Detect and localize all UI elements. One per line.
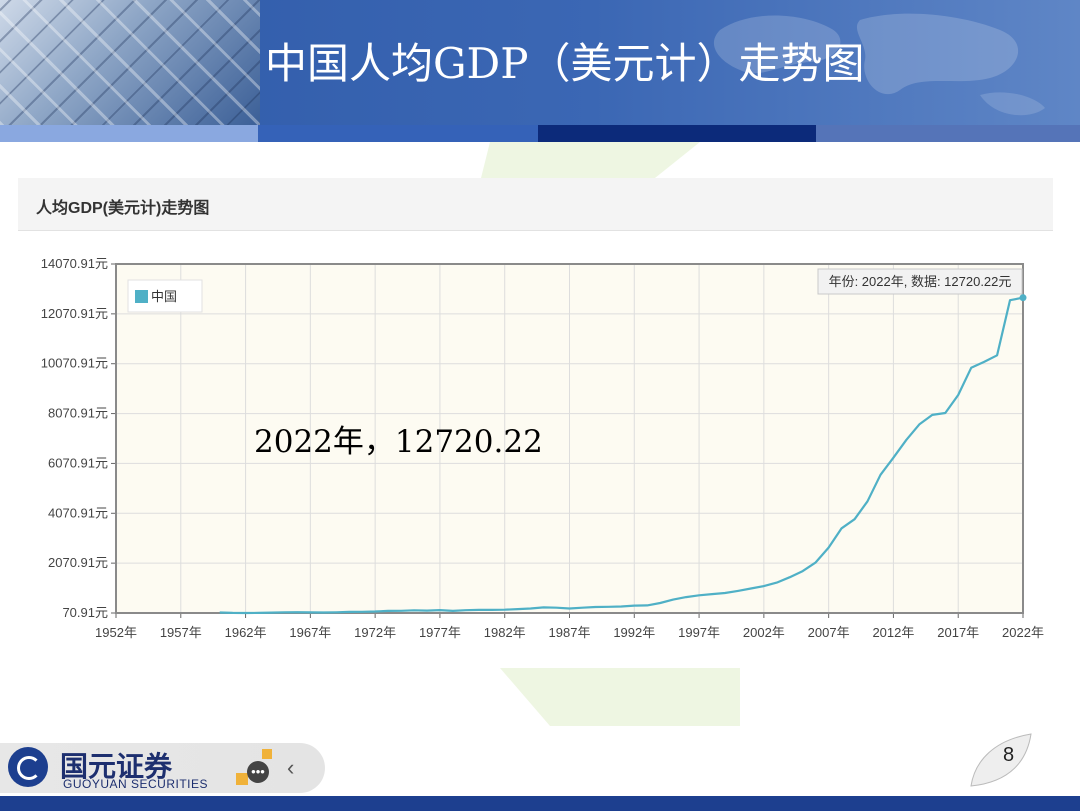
legend-label-china: 中国 — [151, 289, 177, 304]
y-tick-label: 70.91元 — [62, 605, 108, 620]
y-tick-label: 2070.91元 — [48, 555, 108, 570]
x-tick-label: 1992年 — [613, 625, 655, 640]
tooltip-box — [817, 268, 1023, 295]
chart-panel-title: 人均GDP(美元计)走势图 — [36, 200, 210, 217]
x-tick-label: 2002年 — [743, 625, 785, 640]
legend-swatch-china — [135, 290, 148, 303]
company-name-en: GUOYUAN SECURITIES — [63, 777, 209, 791]
chart-panel-header: 人均GDP(美元计)走势图 — [18, 178, 1053, 231]
background-chevron-decoration — [480, 142, 700, 182]
y-tick-label: 4070.91元 — [48, 505, 108, 520]
header-band-2 — [258, 125, 538, 142]
highlight-annotation: 2022年，12720.22 — [254, 424, 543, 460]
x-tick-label: 2017年 — [937, 625, 979, 640]
header-band-1 — [0, 125, 258, 142]
y-tick-label: 14070.91元 — [41, 256, 108, 271]
slide-title: 中国人均GDP（美元计）走势图 — [265, 39, 865, 88]
x-tick-label: 1957年 — [160, 625, 202, 640]
x-tick-label: 1952年 — [95, 625, 137, 640]
x-tick-label: 2007年 — [808, 625, 850, 640]
chart-panel: 人均GDP(美元计)走势图 1952年 1957年 1962年 1967年 1972年 1… — [18, 178, 1053, 668]
y-tick-label: 12070.91元 — [41, 306, 108, 321]
y-tick-label: 6070.91元 — [48, 455, 108, 470]
x-tick-label: 1977年 — [419, 625, 461, 640]
logo-square-decoration — [236, 773, 248, 785]
header-band-3 — [538, 125, 816, 142]
world-map-graphic — [713, 13, 1045, 116]
header-band-4 — [816, 125, 1080, 142]
logo-square-decoration — [262, 749, 272, 759]
last-data-point — [1019, 294, 1027, 302]
series-line-china — [219, 296, 1024, 615]
company-name-cn: 国元证券 — [60, 750, 173, 783]
y-tick-label: 10070.91元 — [41, 356, 108, 371]
x-tick-label: 1987年 — [549, 625, 591, 640]
header-building-photo — [0, 0, 260, 125]
tooltip-text: 年份: 2022年, 数据: 12720.22元 — [829, 274, 1012, 289]
page-number: 8 — [1003, 744, 1015, 766]
plot-border — [115, 263, 1024, 614]
footer-bar — [0, 796, 1080, 811]
chevron-left-icon[interactable]: ‹ — [287, 755, 295, 780]
company-logo-icon — [8, 747, 48, 787]
x-tick-label: 2012年 — [872, 625, 914, 640]
x-tick-label: 1982年 — [484, 625, 526, 640]
x-tick-label: 1967年 — [289, 625, 331, 640]
page-number-leaf-decoration — [970, 733, 1032, 787]
x-tick-label: 1997年 — [678, 625, 720, 640]
x-tick-label: 2022年 — [1002, 625, 1044, 640]
y-tick-label: 8070.91元 — [48, 406, 108, 421]
background-chevron-decoration-lower — [500, 668, 740, 726]
x-tick-label: 1972年 — [354, 625, 396, 640]
more-options-button[interactable]: ••• — [247, 761, 269, 783]
slide-header: 中国人均GDP（美元计）走势图 — [0, 0, 1080, 125]
company-logo-bar: 国元证券 GUOYUAN SECURITIES ••• ‹ — [0, 743, 325, 793]
gdp-line-chart: 1952年 1957年 1962年 1967年 1972年 1977年 1982年 1987年… — [41, 256, 1044, 640]
x-tick-label: 1962年 — [225, 625, 267, 640]
